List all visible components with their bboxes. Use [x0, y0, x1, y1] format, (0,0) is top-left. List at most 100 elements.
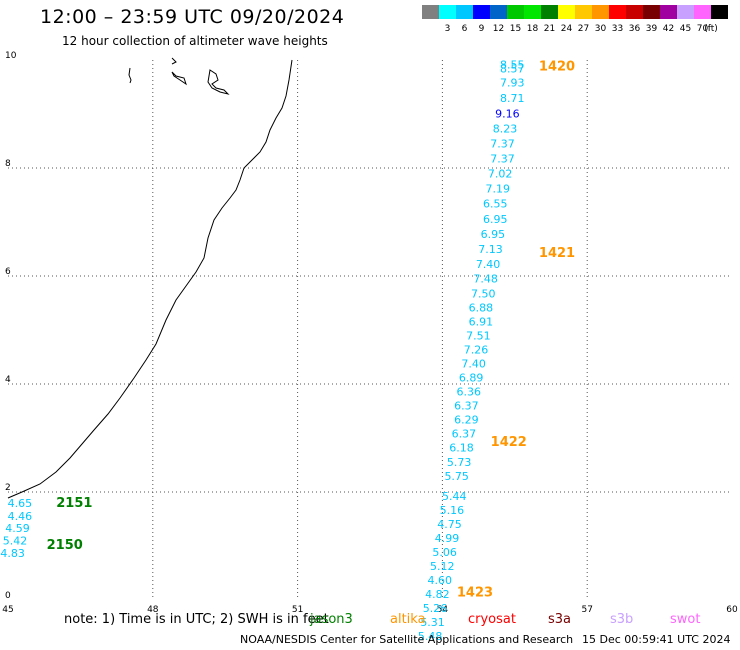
color-swatch	[558, 5, 575, 19]
wave-height-value: 7.37	[490, 152, 515, 165]
wave-height-value: 7.50	[471, 287, 496, 300]
wave-height-value: 7.13	[478, 243, 503, 256]
satellite-legend-altika: altika	[390, 612, 426, 627]
wave-height-value: 4.65	[8, 497, 33, 510]
wave-height-value: 4.83	[0, 547, 25, 560]
color-scale-label: 24	[561, 24, 573, 34]
wave-height-value: 6.91	[469, 315, 494, 328]
y-tick-label: 0	[5, 591, 11, 601]
wave-height-value: 6.37	[452, 428, 477, 441]
color-swatch	[575, 5, 592, 19]
wave-height-value: 6.18	[449, 442, 474, 455]
wave-height-value: 4.60	[428, 574, 453, 587]
color-scale-label: 15	[510, 24, 521, 34]
pass-id-label: 1422	[491, 435, 527, 450]
credit-line: NOAA/NESDIS Center for Satellite Applica…	[240, 633, 574, 646]
color-scale-unit: (ft)	[704, 24, 718, 34]
wave-height-value: 4.99	[435, 532, 460, 545]
map-subtitle: 12 hour collection of altimeter wave hei…	[62, 34, 328, 48]
color-scale-label: 39	[646, 24, 658, 34]
wave-height-value: 6.89	[459, 372, 484, 385]
generation-timestamp: 15 Dec 00:59:41 UTC 2024	[582, 633, 731, 646]
wave-height-value: 7.19	[485, 183, 510, 196]
wave-height-value: 7.93	[500, 77, 525, 90]
color-scale-label: 27	[578, 24, 589, 34]
wave-height-value: 7.40	[461, 357, 486, 370]
wave-height-value: 5.16	[440, 504, 465, 517]
color-swatch	[422, 5, 439, 19]
color-swatch	[456, 5, 473, 19]
wave-height-value: 5.26	[423, 602, 448, 615]
x-tick-label: 54	[437, 605, 449, 615]
color-scale-label: 36	[629, 24, 641, 34]
color-scale-label: 9	[479, 24, 485, 34]
y-tick-label: 4	[5, 375, 11, 385]
color-scale-label: 21	[544, 24, 555, 34]
color-swatch	[541, 5, 558, 19]
wave-height-value: 5.06	[432, 546, 457, 559]
wave-height-value: 5.42	[3, 535, 28, 548]
color-scale-label: 70	[697, 24, 709, 34]
wave-height-value: 4.82	[425, 588, 450, 601]
wave-height-value: 7.48	[473, 273, 498, 286]
coastline	[7, 59, 293, 499]
footer-note: note: 1) Time is in UTC; 2) SWH is in fe…	[64, 612, 329, 627]
wave-height-value: 5.31	[420, 616, 445, 629]
color-swatch	[677, 5, 694, 19]
wave-height-value: 6.36	[457, 386, 482, 399]
wave-height-value: 7.37	[490, 138, 515, 151]
color-scale-label: 6	[462, 24, 468, 34]
wave-height-value: 5.48	[418, 630, 443, 643]
wave-height-value: 7.51	[466, 329, 491, 342]
color-swatch	[490, 5, 507, 19]
wave-height-value: 6.88	[469, 301, 494, 314]
color-swatch	[660, 5, 677, 19]
wave-height-value: 6.55	[483, 198, 508, 211]
wave-height-value: 7.26	[464, 343, 489, 356]
y-tick-label: 8	[5, 159, 11, 169]
pass-id-label: 1420	[539, 59, 575, 74]
color-scale-legend: 3 6 9 12 15 18 21 24 27 30 33 36 39 42 45 70(ft)	[422, 5, 728, 34]
axis-labels: 45 48 51 54 57 60 10 8 6 4 2 0	[2, 51, 738, 615]
color-swatch	[524, 5, 541, 19]
color-swatch	[626, 5, 643, 19]
color-scale-label: 33	[612, 24, 623, 34]
color-scale-label: 30	[595, 24, 607, 34]
wave-height-value: 6.95	[483, 213, 508, 226]
wave-height-value: 8.57	[500, 63, 525, 76]
x-tick-label: 57	[581, 605, 592, 615]
satellite-legend-s3a: s3a	[548, 612, 572, 627]
wave-height-value: 4.46	[8, 510, 33, 523]
wave-height-value: 9.16	[495, 107, 520, 120]
color-scale-label: 42	[663, 24, 674, 34]
satellite-legend-cryosat: cryosat	[468, 612, 516, 627]
wave-height-value: 6.29	[454, 414, 479, 427]
pass-id-label: 2150	[47, 538, 83, 553]
satellite-legend-s3b: s3b	[610, 612, 634, 627]
wave-height-value: 7.02	[488, 167, 513, 180]
wave-height-value: 7.40	[476, 258, 501, 271]
pass-id-label: 2151	[56, 496, 92, 511]
map-title: 12:00 – 23:59 UTC 09/20/2024	[40, 6, 345, 28]
x-tick-label: 51	[292, 605, 303, 615]
color-swatch	[439, 5, 456, 19]
pass-id-label: 1421	[539, 246, 575, 261]
wave-height-value: 5.75	[444, 470, 469, 483]
color-swatch	[507, 5, 524, 19]
wave-height-value: 5.12	[430, 560, 455, 573]
color-swatch	[473, 5, 490, 19]
wave-height-points: 8.558.577.93 8.71 9.16 8.23 7.377.37 7.02 7.19…	[0, 58, 524, 643]
satellite-legend-jason3: jason3	[310, 612, 353, 627]
y-tick-label: 10	[5, 51, 17, 61]
color-scale-label: 18	[527, 24, 539, 34]
x-tick-label: 48	[147, 605, 159, 615]
color-swatch	[711, 5, 728, 19]
grid-lines	[8, 60, 732, 600]
wave-height-value: 6.95	[481, 228, 506, 241]
color-swatch	[694, 5, 711, 19]
wave-height-value: 8.71	[500, 92, 525, 105]
wave-height-value: 8.23	[493, 123, 518, 136]
wave-height-value: 5.73	[447, 456, 472, 469]
pass-id-label: 1423	[457, 585, 493, 600]
